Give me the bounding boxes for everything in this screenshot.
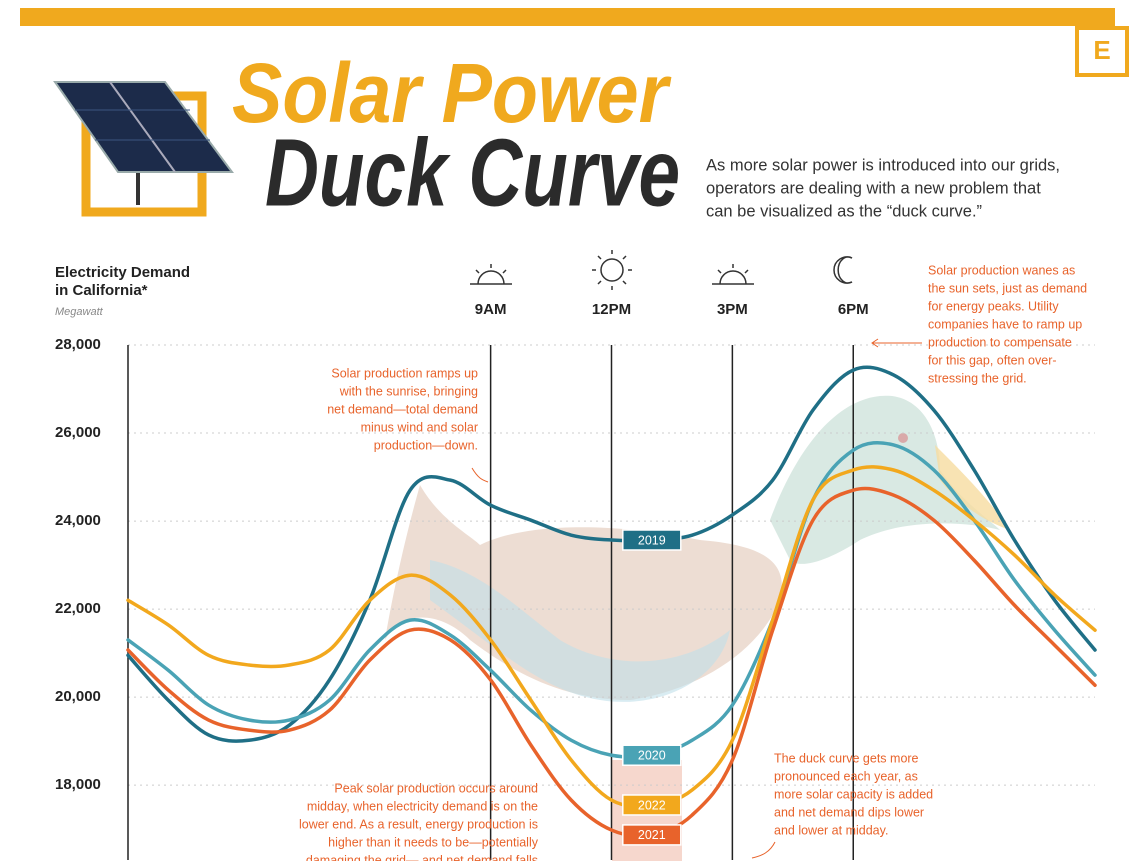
annotation: damaging the grid— and net demand falls: [306, 853, 538, 861]
title: Duck Curve: [265, 119, 680, 226]
x-tick-label: 12PM: [592, 301, 631, 318]
logo: E: [1093, 35, 1110, 65]
description: can be visualized as the “duck curve.”: [706, 202, 982, 220]
annotation: production to compensate: [928, 335, 1072, 349]
annotation-arrow: [472, 468, 488, 482]
legend-label: 2021: [638, 828, 666, 842]
annotation: Solar production ramps up: [331, 366, 478, 380]
annotation: stressing the grid.: [928, 371, 1027, 385]
annotation: with the sunrise, bringing: [339, 384, 478, 398]
annotation: companies have to ramp up: [928, 317, 1082, 331]
annotation: minus wind and solar: [361, 420, 478, 434]
annotation: for energy peaks. Utility: [928, 299, 1059, 313]
x-tick-label: 6PM: [838, 301, 869, 318]
annotation: Solar production wanes as: [928, 263, 1075, 277]
solar-panel-icon: [55, 82, 232, 212]
annotation: pronounced each year, as: [774, 769, 918, 783]
time-icons: [470, 250, 852, 290]
annotation: Peak solar production occurs around: [334, 781, 538, 795]
legend-label: 2019: [638, 533, 666, 547]
y-tick-label: 20,000: [55, 688, 101, 705]
x-tick-label: 3PM: [717, 301, 748, 318]
y-tick-label: 28,000: [55, 336, 101, 353]
annotation: production—down.: [374, 438, 478, 452]
annotation: higher than it needs to be—potentially: [328, 835, 539, 849]
description: operators are dealing with a new problem…: [706, 179, 1041, 197]
annotation: midday, when electricity demand is on th…: [307, 799, 538, 813]
annotation: and net demand dips lower: [774, 805, 924, 819]
annotation: the sun sets, just as demand: [928, 281, 1087, 295]
y-tick-label: 24,000: [55, 512, 101, 529]
description: As more solar power is introduced into o…: [706, 156, 1060, 174]
y-axis-unit: Megawatt: [55, 306, 104, 318]
page: {"logo": "E", "title": ["Solar Power", "…: [0, 0, 1135, 861]
annotation: net demand—total demand: [327, 402, 478, 416]
annotation: for this gap, often over-: [928, 353, 1057, 367]
annotation: The duck curve gets more: [774, 751, 919, 765]
annotation: and lower at midday.: [774, 823, 888, 837]
y-tick-label: 26,000: [55, 424, 101, 441]
x-tick-label: 9AM: [475, 301, 507, 318]
top-bar: [20, 8, 1115, 26]
legend-label: 2020: [638, 749, 666, 763]
y-tick-label: 22,000: [55, 600, 101, 617]
y-tick-label: 18,000: [55, 776, 101, 793]
legend-label: 2022: [638, 798, 666, 812]
annotation-arrow: [872, 339, 922, 347]
annotation: more solar capacity is added: [774, 787, 933, 801]
annotation-arrow: [752, 842, 775, 858]
y-axis-title: Electricity Demand: [55, 264, 190, 281]
infographic: E Solar Power Duck Curve As more solar p…: [0, 0, 1135, 861]
annotation: lower end. As a result, energy productio…: [299, 817, 538, 831]
y-axis-title: in California*: [55, 282, 148, 299]
